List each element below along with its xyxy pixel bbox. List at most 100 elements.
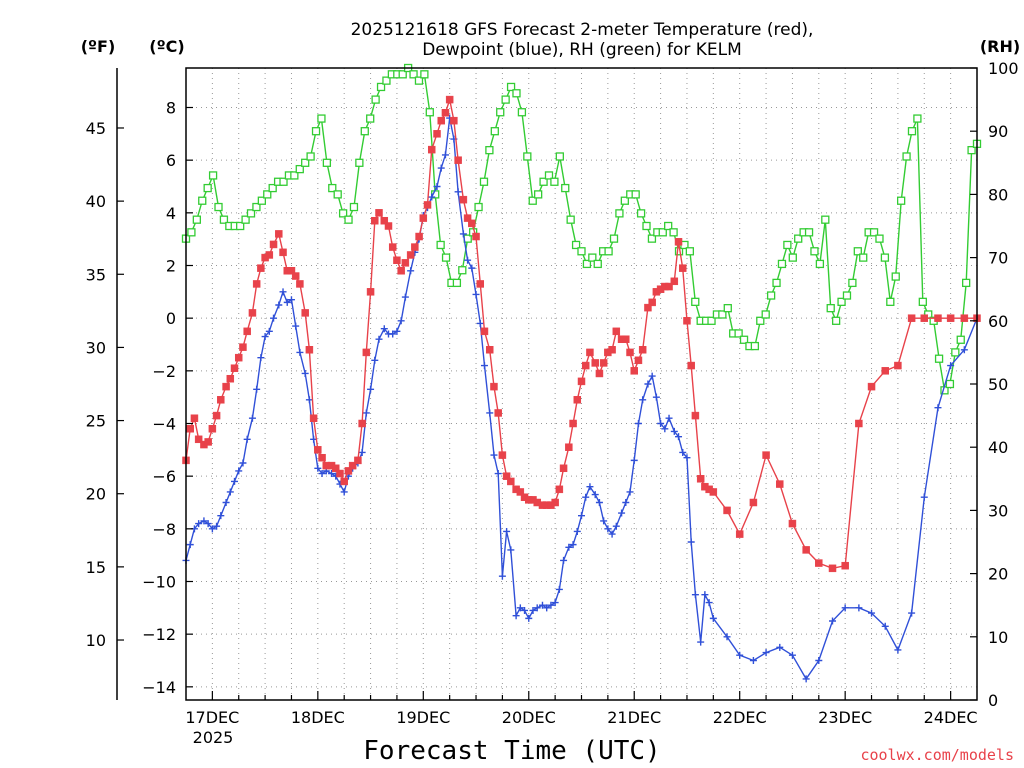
temperature-point [776, 480, 784, 488]
dewpoint-point [213, 522, 221, 530]
temperature-point [502, 472, 511, 480]
rh-point [566, 215, 575, 224]
temperature-point [674, 238, 683, 246]
rh-point [609, 234, 619, 243]
dewpoint-point [683, 454, 691, 462]
temperature-point [384, 222, 393, 230]
rh-point [257, 196, 266, 205]
rh-point [420, 70, 429, 79]
temperature-point [287, 267, 296, 275]
temperature-point [907, 314, 916, 322]
dewpoint-point [855, 604, 863, 612]
rh-point [956, 335, 965, 344]
dewpoint-point [275, 301, 283, 309]
dewpoint-point [586, 483, 594, 491]
dewpoint-point [533, 604, 541, 612]
dewpoint-point [634, 420, 642, 427]
rh-tick-label: 100 [988, 59, 1019, 78]
f-tick-label: 30 [86, 338, 106, 357]
dewpoint-point [283, 298, 291, 306]
x-tick-label: 22DEC [713, 708, 767, 727]
temperature-point [485, 346, 494, 354]
dewpoint-point [538, 601, 546, 609]
labels: 2025121618 GFS Forecast 2-meter Temperat… [81, 20, 1020, 766]
dewpoint-point [582, 493, 590, 501]
dewpoint-point [543, 604, 551, 612]
dewpoint-point [305, 396, 313, 404]
dewpoint-point [358, 448, 366, 456]
rh-point [826, 304, 835, 313]
dewpoint-point [595, 499, 603, 506]
temperature-point [406, 251, 415, 259]
dewpoint-point [648, 372, 656, 380]
dewpoint-point [960, 346, 968, 354]
dewpoint-point [691, 591, 699, 599]
rh-point [815, 259, 825, 269]
f-tick-label: 45 [86, 119, 106, 138]
temperature-point [762, 451, 770, 459]
rh-point [707, 316, 716, 325]
temperature-point [608, 346, 616, 354]
temperature-point [204, 438, 212, 446]
x-tick-label: 18DEC [291, 708, 345, 727]
rh-point [322, 158, 332, 167]
dewpoint-point [375, 335, 383, 343]
temperature-point [678, 264, 687, 272]
rh-point [279, 177, 288, 186]
dewpoint-point [815, 657, 823, 664]
rh-point [263, 190, 272, 199]
dewpoint-point [235, 467, 243, 475]
rh-point [664, 221, 673, 231]
rh-point [951, 348, 960, 357]
rh-point [571, 240, 581, 250]
dewpoint-point [243, 435, 251, 443]
rh-tick-label: 50 [988, 375, 1008, 394]
dewpoint-point [265, 327, 273, 335]
dewpoint-point [675, 433, 683, 441]
temperature-point [348, 461, 357, 470]
rh-point [902, 152, 911, 161]
dewpoint-point [908, 609, 916, 617]
dewpoint-point [578, 512, 585, 520]
temperature-point [498, 451, 507, 459]
c-tick-label: 4 [166, 204, 176, 223]
rh-point [208, 171, 218, 180]
dewpoint-point [486, 409, 494, 417]
temperature-point [336, 469, 344, 478]
temperature-point [788, 519, 797, 528]
rh-point [842, 291, 852, 300]
dewpoint-point [208, 525, 216, 533]
rh-tick-label: 80 [988, 185, 1008, 204]
rh-point [907, 127, 917, 136]
dewpoint-point [657, 420, 665, 427]
temperature-point [332, 464, 340, 473]
x-tick-year: 2025 [193, 728, 234, 747]
f-tick-label: 15 [86, 558, 106, 577]
rh-line [185, 66, 978, 392]
f-tick-label: 40 [86, 192, 106, 211]
rh-point [452, 278, 462, 288]
rh-point [544, 171, 554, 180]
dewpoint-point [253, 385, 261, 393]
rh-point [268, 183, 277, 193]
temperature-point [217, 396, 225, 404]
credit-text: coolwx.com/models [860, 746, 1014, 764]
temperature-point [551, 498, 559, 507]
rh-point [398, 70, 407, 79]
temperature-point [226, 374, 235, 383]
rh-point [317, 114, 326, 123]
temperature-point [559, 464, 568, 473]
temperature-point [516, 488, 525, 496]
rh-point [810, 247, 819, 256]
temperature-point [208, 425, 217, 433]
dewpoint-point [644, 380, 652, 388]
dewpoint-point [600, 517, 608, 525]
rh-point [853, 247, 862, 256]
rh-point [328, 183, 337, 193]
unit-celsius: (ºC) [149, 37, 184, 56]
dewpoint-point [226, 488, 234, 496]
rh-point [414, 76, 424, 85]
dewpoint-point [934, 404, 942, 412]
temperature-point [586, 348, 594, 357]
